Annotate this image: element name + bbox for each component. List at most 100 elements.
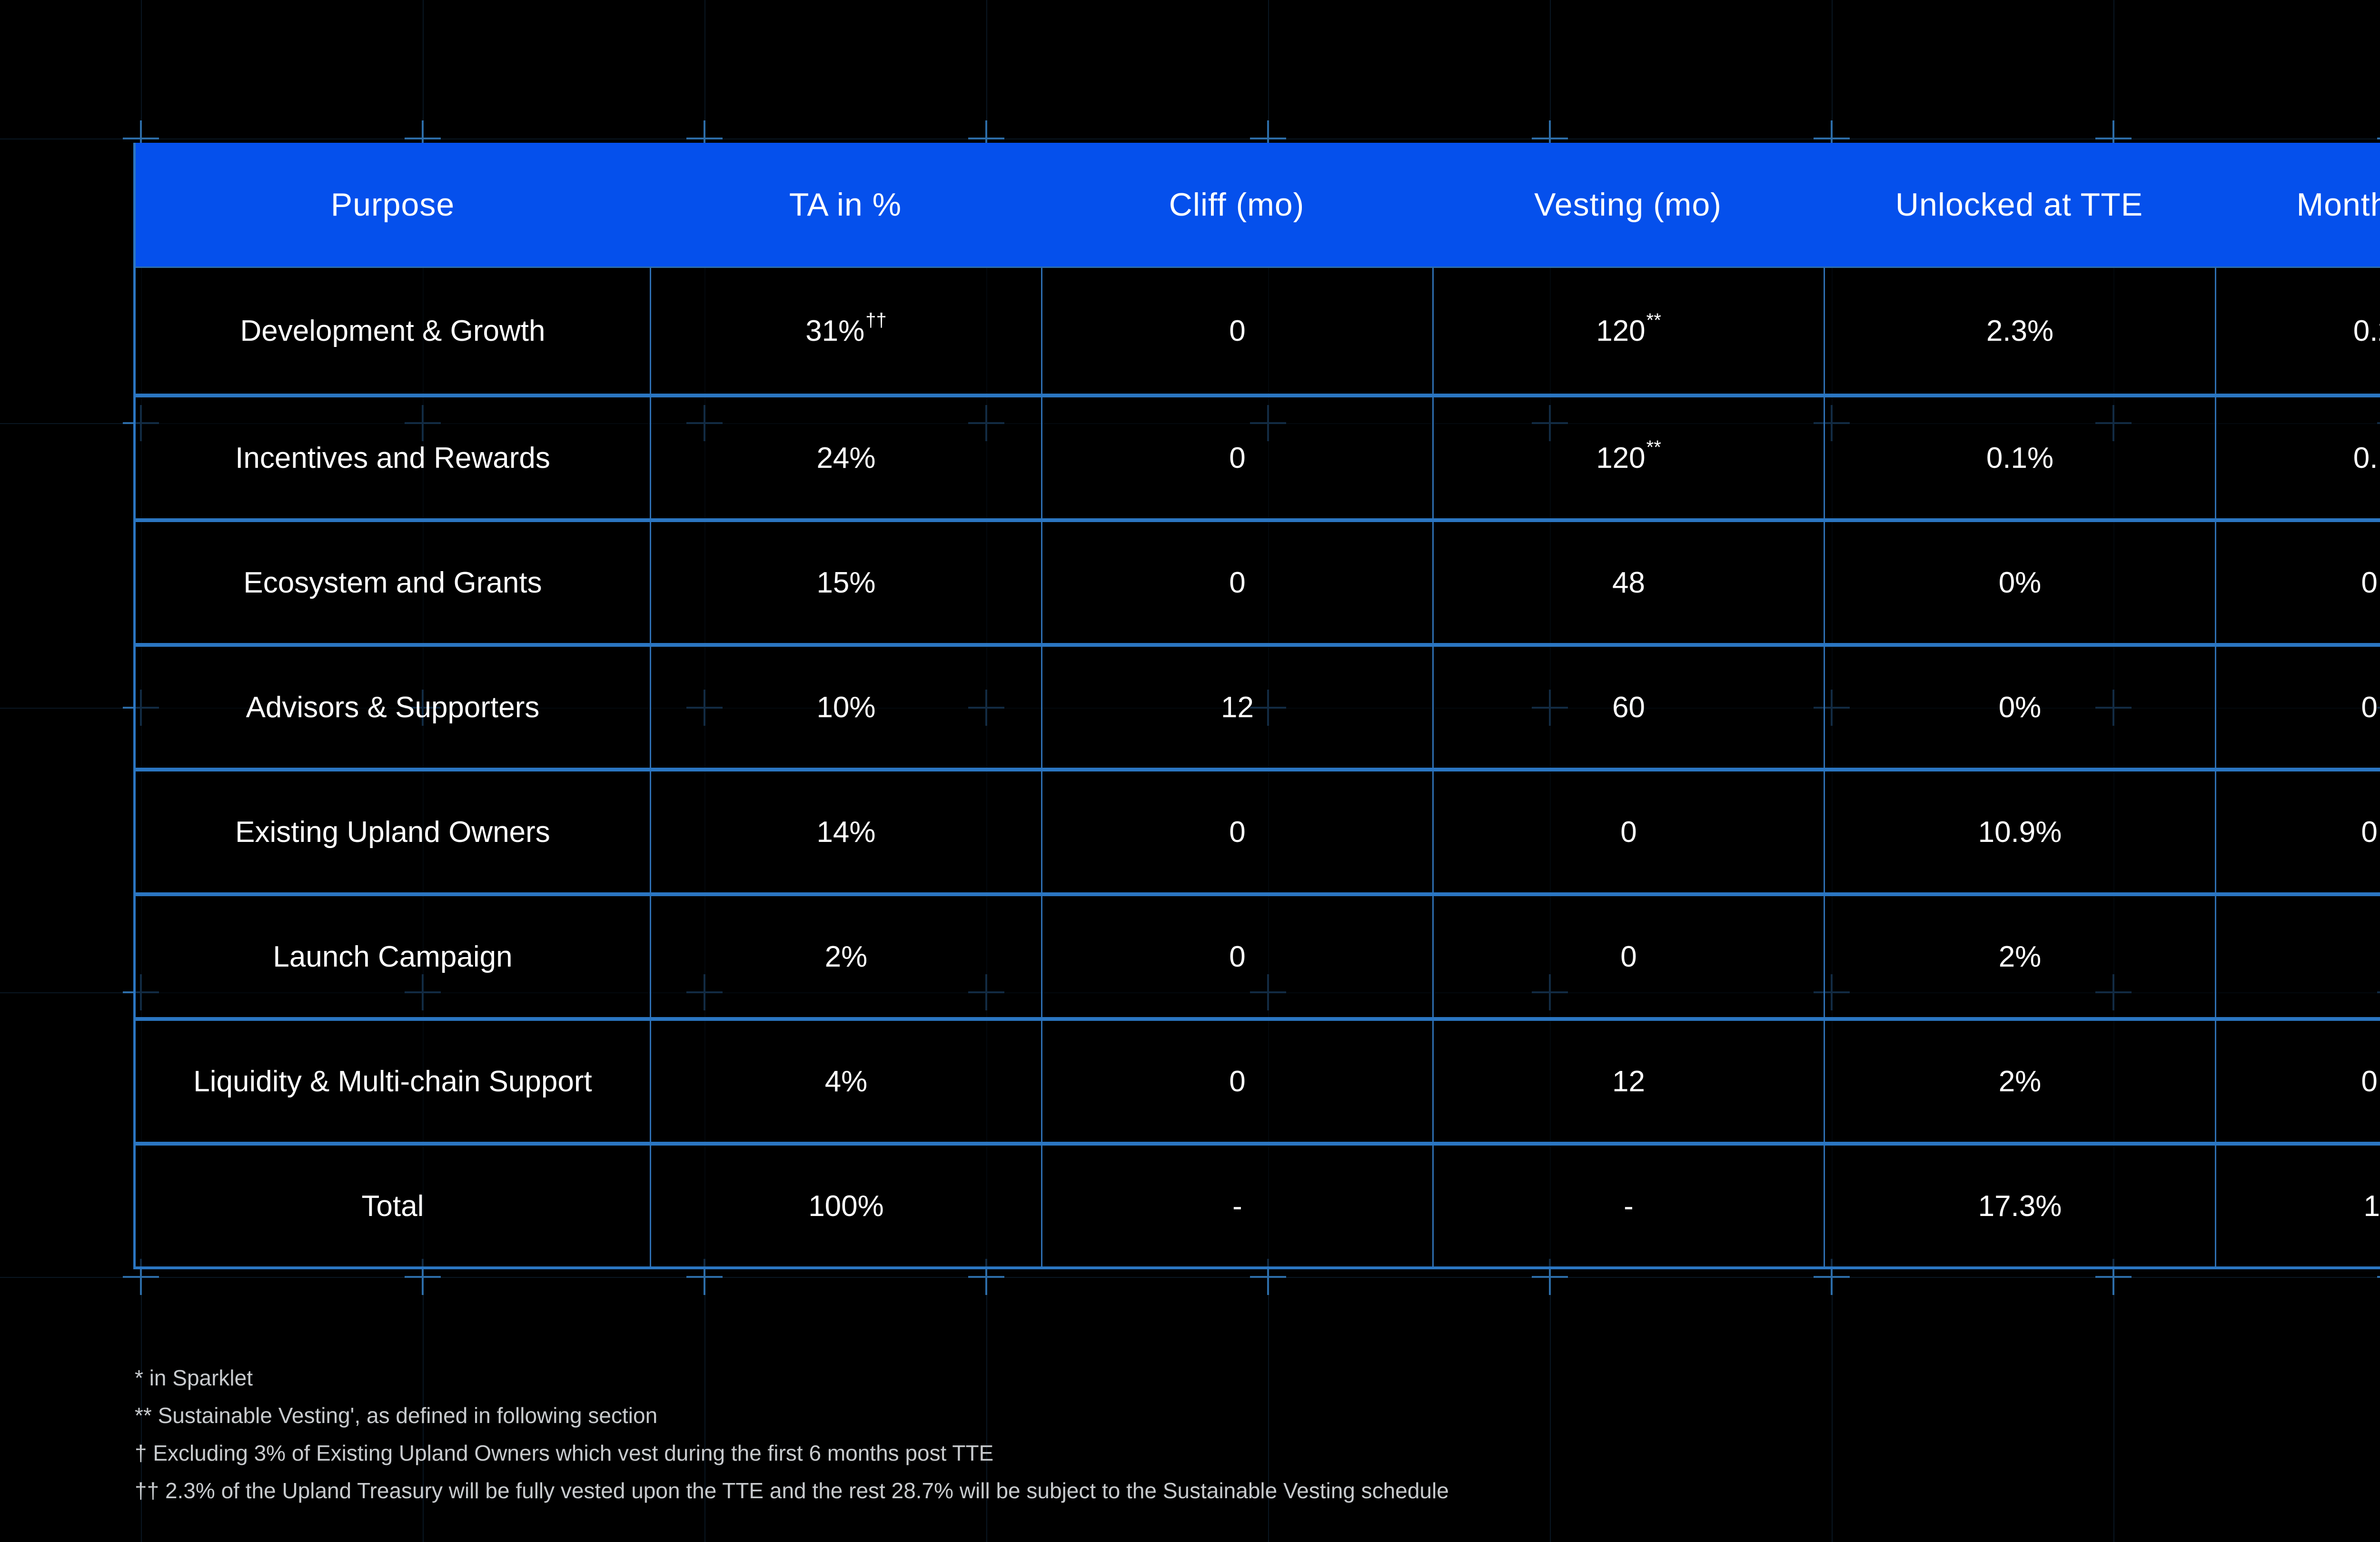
footnote-line: † Excluding 3% of Existing Upland Owners… bbox=[135, 1441, 994, 1465]
table-cell: 4% bbox=[650, 1021, 1041, 1142]
cell-text: 0.516% bbox=[2361, 815, 2380, 849]
cell-text: 0 bbox=[1229, 441, 1246, 474]
table-cell: 120 ** bbox=[1432, 397, 1824, 518]
table-cell: 10.9% bbox=[1824, 771, 2215, 892]
header-cell-ta-in: TA in % bbox=[789, 187, 902, 223]
table-cell: 0 bbox=[1041, 268, 1432, 394]
table-cell: Incentives and Rewards bbox=[136, 397, 650, 518]
cell-text: 0.1% bbox=[1986, 441, 2054, 474]
cell-text: Ecosystem and Grants bbox=[243, 566, 542, 599]
cell-text: 4% bbox=[824, 1065, 868, 1098]
table-cell: 0.239%** bbox=[2215, 268, 2380, 394]
grid-hline bbox=[0, 1277, 2380, 1278]
table-cell: 0 bbox=[1432, 896, 1824, 1017]
cell-text: 0.167% bbox=[2361, 691, 2380, 724]
cell-text: 0 bbox=[1620, 940, 1637, 973]
table-cell: 0.313% bbox=[2215, 522, 2380, 643]
grid-plus-mark bbox=[1250, 120, 1286, 157]
grid-plus-mark bbox=[968, 1259, 1004, 1295]
table-row: Liquidity & Multi-chain Support 4% 0 12 2% 0.… bbox=[136, 1017, 2380, 1142]
table-cell: Total bbox=[136, 1146, 650, 1266]
table-cell: 0.516% bbox=[2215, 771, 2380, 892]
cell-text: Liquidity & Multi-chain Support bbox=[193, 1065, 592, 1098]
table-cell: Development & Growth bbox=[136, 268, 650, 394]
grid-plus-mark bbox=[1250, 1259, 1286, 1295]
table-cell: 0 bbox=[1432, 771, 1824, 892]
footnote-line: †† 2.3% of the Upland Treasury will be f… bbox=[135, 1478, 1449, 1503]
cell-text: 0 bbox=[1620, 815, 1637, 849]
footnote-line: ** Sustainable Vesting', as defined in f… bbox=[135, 1403, 658, 1428]
cell-text: 12 bbox=[1612, 1065, 1645, 1098]
grid-plus-mark bbox=[968, 120, 1004, 157]
cell-text: 0 bbox=[1229, 940, 1246, 973]
grid-plus-mark bbox=[1532, 1259, 1568, 1295]
table-cell: 2% bbox=[650, 896, 1041, 1017]
table-cell: 0 bbox=[1041, 1021, 1432, 1142]
cell-text: 60 bbox=[1612, 691, 1645, 724]
cell-text: Incentives and Rewards bbox=[235, 441, 550, 474]
table-cell: Ecosystem and Grants bbox=[136, 522, 650, 643]
cell-text: 24% bbox=[816, 441, 876, 474]
table-row: Ecosystem and Grants 15% 0 48 0% 0.313% bbox=[136, 518, 2380, 643]
grid-plus-mark bbox=[123, 120, 159, 157]
cell-text: 0.199% bbox=[2353, 441, 2380, 474]
table-cell: Existing Upland Owners bbox=[136, 771, 650, 892]
grid-plus-mark bbox=[2377, 120, 2380, 157]
cell-text: 0 bbox=[1229, 815, 1246, 849]
table-cell: 0 bbox=[1041, 896, 1432, 1017]
cell-text: 0 bbox=[1229, 1065, 1246, 1098]
cell-text: - bbox=[1232, 1189, 1242, 1223]
table-cell: 0.1% bbox=[1824, 397, 2215, 518]
grid-plus-mark bbox=[686, 1259, 723, 1295]
table-cell: 17.3% bbox=[1824, 1146, 2215, 1266]
header-cell-unlocked-at-tte: Unlocked at TTE bbox=[1895, 187, 2143, 223]
cell-text: 2% bbox=[1998, 1065, 2042, 1098]
cell-text: 0.313% bbox=[2361, 566, 2380, 599]
table-row: Incentives and Rewards 24% 0 120** 0.1% 0.199… bbox=[136, 394, 2380, 518]
table-cell: 0 bbox=[1041, 771, 1432, 892]
table-row: Launch Campaign 2% 0 0 2% 0% bbox=[136, 892, 2380, 1017]
cell-text: 17.3% bbox=[1978, 1189, 2062, 1223]
cell-text: 48 bbox=[1612, 566, 1645, 599]
cell-text: 14% bbox=[816, 815, 876, 849]
grid-plus-mark bbox=[2095, 1259, 2132, 1295]
grid-plus-mark bbox=[2377, 1259, 2380, 1295]
table-cell: 100% bbox=[650, 1146, 1041, 1266]
table-cell: 31% †† bbox=[650, 268, 1041, 394]
table-cell: 0 bbox=[1041, 397, 1432, 518]
cell-text: 0.167% bbox=[2361, 1065, 2380, 1098]
cell-text: Existing Upland Owners bbox=[235, 815, 550, 849]
cell-text: - bbox=[1624, 1189, 1634, 1223]
vesting-table: Purpose TA in % Cliff (mo) Vesting (mo) Unlo… bbox=[133, 143, 2380, 1269]
cell-text: 0.239% bbox=[2353, 314, 2380, 347]
cell-text: Total bbox=[361, 1189, 424, 1223]
grid-plus-mark bbox=[2095, 120, 2132, 157]
table-cell: 0% bbox=[1824, 522, 2215, 643]
grid-plus-mark bbox=[1532, 120, 1568, 157]
cell-text: Development & Growth bbox=[240, 314, 545, 347]
header-cell-cliff-mo: Cliff (mo) bbox=[1169, 187, 1305, 223]
table-cell: Advisors & Supporters bbox=[136, 647, 650, 768]
table-cell: 2% bbox=[1824, 896, 2215, 1017]
cell-text: 10.9% bbox=[1978, 815, 2062, 849]
cell-text: 15% bbox=[816, 566, 876, 599]
cell-text: Launch Campaign bbox=[273, 940, 513, 973]
cell-text: 0% bbox=[1998, 691, 2042, 724]
table-cell: 0 bbox=[1041, 522, 1432, 643]
cell-text: 2.3% bbox=[1986, 314, 2054, 347]
table-cell: Launch Campaign bbox=[136, 896, 650, 1017]
table-cell: 48 bbox=[1432, 522, 1824, 643]
table-cell: 24% bbox=[650, 397, 1041, 518]
footnotes: * in Sparklet ** Sustainable Vesting', as… bbox=[135, 1359, 1449, 1510]
table-cell: 0% bbox=[1824, 647, 2215, 768]
table-cell: 0.167% bbox=[2215, 647, 2380, 768]
cell-text: 120 bbox=[1596, 314, 1646, 347]
header-cell-monthly-vested: Monthly Vested bbox=[2296, 187, 2380, 223]
grid-plus-mark bbox=[123, 1259, 159, 1295]
cell-text: 1.08% bbox=[2363, 1189, 2380, 1223]
header-cell-vesting-mo: Vesting (mo) bbox=[1534, 187, 1722, 223]
table-cell: 10% bbox=[650, 647, 1041, 768]
table-cell: 12 bbox=[1432, 1021, 1824, 1142]
table-cell: 14% bbox=[650, 771, 1041, 892]
